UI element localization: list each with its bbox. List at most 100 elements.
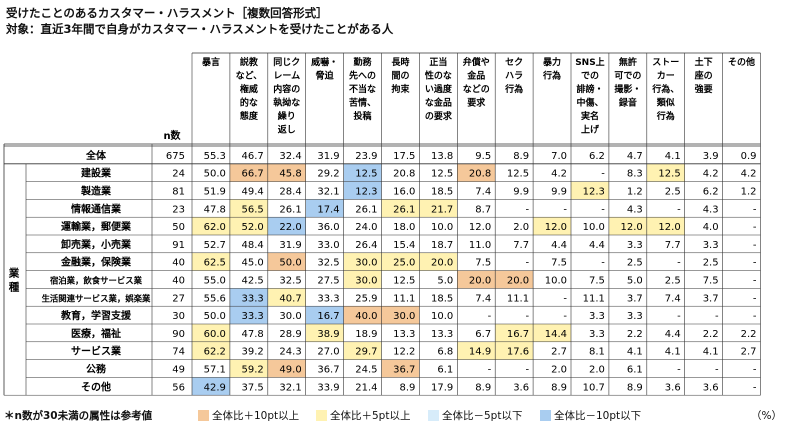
column-header: 金品 [466,70,485,82]
column-header: ストー [652,57,679,68]
data-value: 8.1 [589,347,605,358]
data-value: 23.9 [355,151,377,162]
data-value: 4.7 [627,151,643,162]
cell-highlight [267,252,306,271]
data-value: 8.3 [627,169,643,180]
data-value: 9.9 [513,187,529,198]
data-value: 7.5 [551,258,567,269]
column-header: カー [657,71,675,82]
data-value: 33.3 [242,293,264,304]
data-value: 8.9 [513,151,529,162]
data-value: 18.5 [431,293,453,304]
legend: ＊n数が30未満の属性は参考値 全体比＋10pt以上 全体比＋5pt以上 全体比－5… [0,408,800,426]
data-value: 6.2 [589,151,605,162]
data-value: 20.8 [469,169,491,180]
data-value: 3.7 [703,293,719,304]
row-label: 運輸業，郵便業 [61,220,132,233]
column-header: い過度 [425,83,453,95]
data-value: 18.9 [355,329,377,340]
chart-subtitle: 対象：直近3年間で自身がカスタマー・ハラスメントを受けたことがある人 [6,22,394,36]
data-value: - [753,311,757,322]
data-value: 50.0 [204,311,226,322]
data-value: 62.5 [204,258,226,269]
data-value: 2.0 [513,222,529,233]
data-value: 30.0 [393,311,415,322]
data-value: 28.9 [279,329,301,340]
data-value: 31.9 [279,240,301,251]
row-label: 卸売業，小売業 [61,238,132,251]
cell-highlight [343,163,382,182]
cell-highlight [267,163,306,182]
row-label: 公務 [86,363,107,376]
data-value: 29.7 [355,347,377,358]
data-value: 47.8 [204,204,226,215]
data-value: - [753,258,757,269]
data-value: - [601,169,605,180]
column-header: 間の [391,71,409,82]
cell-highlight [419,199,458,218]
n-header: n数 [163,129,181,142]
column-header: 類似 [656,97,675,109]
data-value: 26.1 [355,204,377,215]
cell-highlight [305,324,344,342]
data-value: - [753,240,757,251]
data-value: 7.5 [475,258,491,269]
data-value: 33.0 [317,240,339,251]
data-value: 3.3 [589,329,605,340]
data-value: 4.3 [627,204,643,215]
data-value: 7.4 [665,293,681,304]
data-value: 40.7 [279,293,301,304]
cell-highlight [646,217,685,235]
data-value: - [677,311,681,322]
cell-highlight [229,359,268,378]
data-value: 21.4 [355,382,377,393]
data-value: 17.5 [393,151,415,162]
data-value: 20.8 [393,169,415,180]
data-value: - [715,311,719,322]
data-value: 10.7 [583,382,605,393]
column-header: 勤務 [354,56,373,68]
data-value: 55.0 [204,276,226,287]
column-header: 実名 [581,110,599,122]
data-value: 62.2 [204,347,226,358]
data-value: 42.9 [204,382,226,393]
column-header: 内容の [273,83,300,95]
data-value: 12.5 [431,169,453,180]
data-value: 6.1 [437,365,453,376]
data-value: 33.3 [242,311,264,322]
data-value: - [677,365,681,376]
cell-highlight [343,252,382,271]
data-value: 12.5 [658,169,680,180]
data-value: 11.1 [583,293,605,304]
data-value: 1.2 [741,187,757,198]
cell-highlight [457,341,496,360]
data-value: 2.7 [741,347,757,358]
legend-item: 全体比＋5pt以上 [316,408,410,423]
data-value: 55.3 [204,151,226,162]
data-value: 7.4 [475,293,491,304]
data-value: 31.9 [317,151,339,162]
row-label: その他 [81,380,111,393]
cell-highlight [381,252,420,271]
cell-highlight [192,217,230,235]
cell-highlight [381,199,420,218]
data-value: 6.2 [703,187,719,198]
data-value: 11.0 [469,240,491,251]
data-value: 4.2 [551,169,567,180]
data-value: 17.6 [507,347,529,358]
data-value: 30.0 [355,276,377,287]
data-value: 10.0 [431,311,453,322]
legend-label: 全体比＋5pt以上 [330,410,411,422]
data-value: 24.3 [279,347,301,358]
data-value: 7.0 [551,151,567,162]
legend-swatch [316,410,327,421]
data-value: 20.0 [507,276,529,287]
column-header: 正当 [429,56,447,68]
row-label: 医療，福祉 [71,327,121,340]
column-header: 行為 [504,83,523,95]
cell-highlight [229,217,268,235]
data-value: 13.8 [431,151,453,162]
row-label: 全体 [85,149,107,162]
data-value: 4.2 [703,169,719,180]
data-value: 12.3 [583,187,605,198]
